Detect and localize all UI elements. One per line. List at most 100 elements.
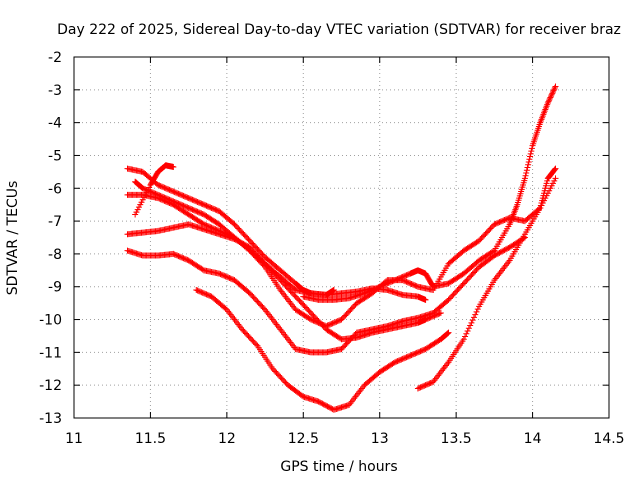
data-point: [157, 192, 164, 199]
data-point: [394, 358, 401, 365]
data-point: [458, 283, 465, 290]
data-point: [451, 290, 458, 297]
data-point: [293, 294, 300, 301]
data-point: [170, 163, 177, 170]
data-point: [193, 287, 200, 294]
data-point: [163, 195, 170, 202]
data-point: [344, 339, 351, 346]
data-point: [409, 281, 416, 288]
data-point: [258, 259, 265, 266]
data-point: [307, 309, 314, 316]
data-point: [249, 337, 256, 344]
data-point: [444, 330, 451, 337]
data-point: [170, 188, 177, 195]
data-point: [176, 201, 183, 208]
data-point: [176, 253, 183, 260]
data-point: [179, 202, 186, 209]
data-point: [470, 314, 477, 321]
data-point: [414, 385, 421, 392]
data-point: [144, 187, 151, 194]
data-point: [395, 275, 402, 282]
data-point: [493, 220, 500, 227]
data-point: [278, 375, 285, 382]
data-point: [435, 311, 442, 318]
data-point: [301, 303, 308, 310]
data-point: [496, 249, 503, 256]
data-point: [456, 284, 463, 291]
data-point: [281, 281, 288, 288]
data-point: [288, 289, 295, 296]
data-point: [309, 311, 316, 318]
data-point: [528, 145, 535, 152]
data-point: [305, 307, 312, 314]
data-point: [179, 254, 186, 261]
data-point: [323, 323, 330, 330]
data-point: [482, 230, 489, 237]
data-point: [282, 282, 289, 289]
data-point: [449, 292, 456, 299]
data-point: [197, 288, 204, 295]
data-point: [190, 207, 197, 214]
data-point: [400, 273, 407, 280]
y-tick-label: -8: [48, 247, 62, 263]
data-point: [193, 208, 200, 215]
data-point: [546, 95, 553, 102]
y-tick-label: -11: [39, 345, 62, 361]
data-point: [279, 376, 286, 383]
data-point: [183, 194, 190, 201]
data-point: [234, 224, 241, 231]
data-point: [158, 193, 165, 200]
data-point: [313, 318, 320, 325]
data-point: [546, 97, 553, 104]
data-point: [231, 221, 238, 228]
data-point: [324, 403, 331, 410]
data-point: [248, 248, 255, 255]
data-point: [199, 220, 206, 227]
data-point: [328, 320, 335, 327]
data-point: [404, 271, 411, 278]
data-point: [324, 322, 331, 329]
data-point: [527, 150, 534, 157]
data-point: [499, 218, 505, 225]
data-point: [160, 184, 167, 191]
data-point: [250, 294, 257, 301]
data-point: [544, 99, 551, 106]
data-point: [361, 290, 368, 297]
data-point: [239, 229, 246, 236]
data-point: [454, 287, 461, 294]
data-point: [296, 297, 303, 304]
data-point: [344, 309, 351, 316]
data-point: [389, 278, 396, 285]
data-point: [551, 86, 558, 93]
data-point: [291, 292, 298, 299]
data-point: [402, 272, 409, 279]
data-point: [425, 381, 432, 388]
data-point: [175, 253, 182, 260]
data-point: [204, 203, 211, 210]
data-point: [325, 404, 332, 411]
data-point: [486, 226, 493, 233]
data-point: [465, 274, 472, 281]
data-point: [300, 301, 307, 308]
data-point: [335, 317, 342, 324]
data-point: [237, 228, 244, 235]
data-point: [181, 193, 188, 200]
data-point: [297, 299, 304, 306]
data-point: [398, 356, 405, 363]
data-point: [306, 315, 313, 322]
data-point: [253, 341, 260, 348]
data-point: [436, 310, 443, 317]
data-point: [256, 258, 263, 265]
y-tick-label: -4: [48, 116, 62, 132]
data-point: [321, 402, 328, 409]
data-point: [199, 289, 206, 296]
data-point: [206, 292, 213, 299]
data-point: [501, 216, 508, 223]
data-point: [141, 185, 148, 192]
data-point: [171, 189, 178, 196]
data-point: [179, 192, 186, 199]
data-point: [278, 278, 285, 285]
data-point: [499, 248, 505, 255]
data-point: [174, 190, 181, 197]
data-point: [319, 400, 326, 407]
